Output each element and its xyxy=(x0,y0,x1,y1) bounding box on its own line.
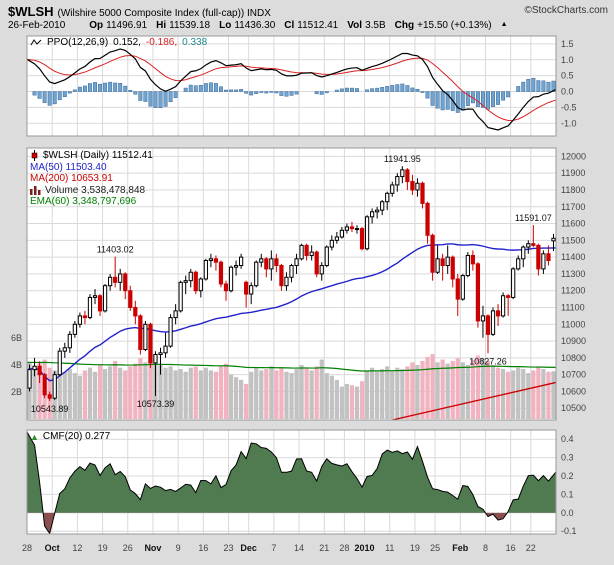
axis-label: 11200 xyxy=(561,286,585,296)
x-axis-label: 26 xyxy=(123,543,133,553)
x-axis-label: Oct xyxy=(45,543,60,553)
axis-label: 10700 xyxy=(561,370,586,380)
axis-label: 0.5 xyxy=(561,71,574,81)
price-annotation: 10573.39 xyxy=(137,399,175,409)
axis-label: 0.0 xyxy=(561,508,574,518)
price-annotation: 11403.02 xyxy=(97,245,134,255)
axis-label: 1.5 xyxy=(561,39,574,49)
x-axis-label: 19 xyxy=(410,543,420,553)
x-axis-label: 2010 xyxy=(355,543,375,553)
axis-label: 11500 xyxy=(561,235,585,245)
axis-label: 11300 xyxy=(561,269,585,279)
axis-label: 11700 xyxy=(561,202,585,212)
axis-label: 10900 xyxy=(561,336,586,346)
volume-axis-label: 4B xyxy=(11,360,22,370)
x-axis-label: 8 xyxy=(483,543,488,553)
axis-label: 11900 xyxy=(561,168,585,178)
axis-label: 0.2 xyxy=(561,471,574,481)
x-axis-label: Dec xyxy=(240,543,257,553)
x-axis-label: 14 xyxy=(294,543,304,553)
axis-label: 12000 xyxy=(561,151,586,161)
axis-label: 11400 xyxy=(561,252,585,262)
x-axis-label: 21 xyxy=(319,543,329,553)
axis-label: 0.4 xyxy=(561,434,574,444)
axis-label: 11800 xyxy=(561,185,585,195)
price-annotation: 11591.07 xyxy=(515,213,552,223)
axis-label: 10600 xyxy=(561,386,586,396)
stockcharts-credit-link[interactable]: ©StockCharts.com xyxy=(524,5,608,16)
x-axis-label: Nov xyxy=(144,543,161,553)
x-axis-label: 11 xyxy=(385,543,394,553)
x-axis-label: 28 xyxy=(22,543,32,553)
x-axis-label: Feb xyxy=(452,543,469,553)
x-axis-label: 12 xyxy=(72,543,82,553)
price-annotation: 10827.26 xyxy=(469,356,507,366)
axis-label: -0.1 xyxy=(561,526,577,536)
x-axis-label: 25 xyxy=(430,543,440,553)
x-axis-label: 7 xyxy=(271,543,276,553)
axis-label: 10800 xyxy=(561,353,586,363)
axis-label: -0.5 xyxy=(561,102,577,112)
axis-label: 10500 xyxy=(561,403,586,413)
x-axis-label: 16 xyxy=(506,543,516,553)
price-annotation: 10543.89 xyxy=(31,404,69,414)
axis-label: 11100 xyxy=(561,303,585,313)
price-annotation: 11941.95 xyxy=(384,154,421,164)
axis-label: 0.3 xyxy=(561,453,574,463)
x-axis-label: 16 xyxy=(198,543,208,553)
axis-label: 11600 xyxy=(561,219,585,229)
x-axis-label: 23 xyxy=(224,543,234,553)
x-axis-label: 22 xyxy=(526,543,536,553)
volume-axis-label: 2B xyxy=(11,387,22,397)
x-axis-label: 9 xyxy=(176,543,181,553)
axis-label: 0.0 xyxy=(561,87,574,97)
axis-label: 11000 xyxy=(561,319,585,329)
axis-label: 0.1 xyxy=(561,489,574,499)
axis-label: -1.0 xyxy=(561,118,577,128)
x-axis-label: 28 xyxy=(339,543,349,553)
volume-axis-label: 6B xyxy=(11,333,22,343)
axis-label: 1.0 xyxy=(561,55,574,65)
x-axis-label: 19 xyxy=(98,543,108,553)
